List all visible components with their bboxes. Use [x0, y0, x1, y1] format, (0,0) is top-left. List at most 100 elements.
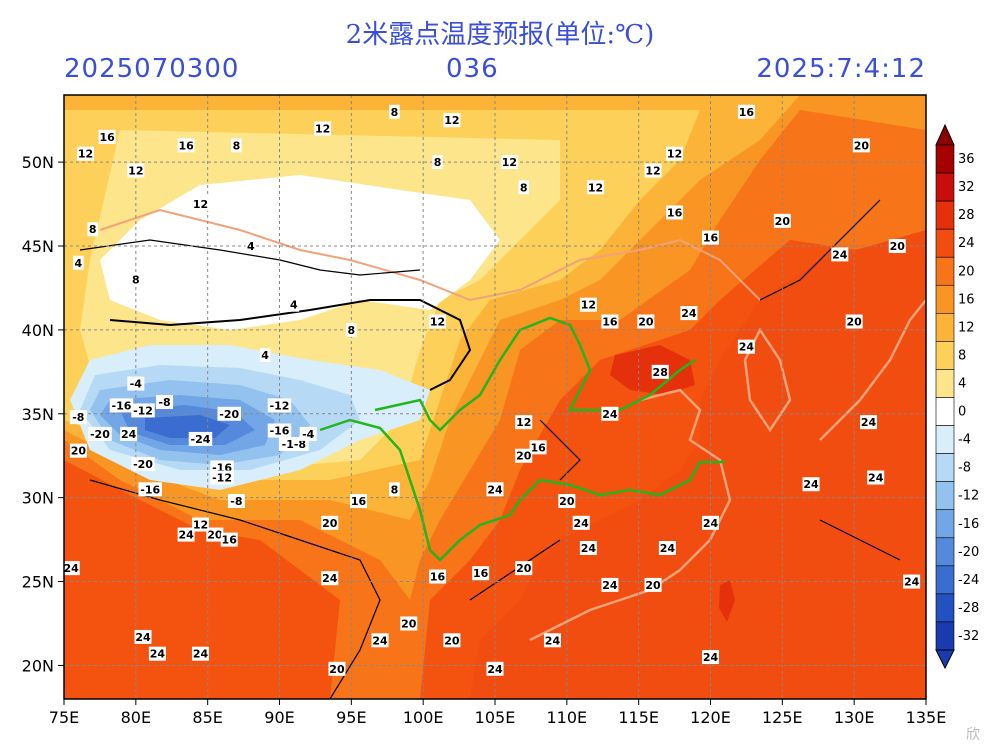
colorbar-swatch [935, 341, 955, 370]
lat-tick-label: 50N [22, 153, 54, 172]
lon-tick-label: 100E [403, 708, 444, 727]
lon-tick-label: 90E [264, 708, 294, 727]
contour-label-bg [515, 448, 533, 463]
contour-label-bg [88, 426, 112, 441]
contour-label: 24 [64, 562, 80, 575]
contour-label-bg [601, 406, 619, 421]
contour-label-bg [321, 515, 339, 530]
contour-label-bg [87, 222, 98, 237]
contour-label-bg [637, 314, 655, 329]
field-0 [100, 175, 500, 330]
colorbar-label: 4 [958, 376, 966, 391]
contour-label-bg [120, 426, 138, 441]
lon-tick-label: 75E [49, 708, 79, 727]
contour-label-bg [206, 527, 224, 542]
contour-label-bg [845, 314, 863, 329]
colorbar-swatch [935, 565, 955, 595]
contour-label: 16 [530, 441, 546, 454]
colorbar-swatch [935, 537, 955, 567]
contour-label-bg [321, 571, 339, 586]
contour-label: 12 [502, 156, 517, 169]
contour-label: 12 [444, 114, 459, 127]
contour-label-bg [429, 314, 447, 329]
contour-label: -16 [112, 399, 132, 412]
contour-label-bg [903, 574, 921, 589]
contour-label-bg [134, 629, 152, 644]
lon-tick-label: 130E [834, 708, 875, 727]
map-title: 2米露点温度预报(单位:℃) [345, 20, 655, 50]
colorbar-label: 12 [958, 320, 975, 335]
lon-tick-label: 110E [547, 708, 588, 727]
contour-label: 16 [739, 106, 755, 119]
contour-label-bg [77, 146, 95, 161]
lat-tick-label: 30N [22, 489, 54, 508]
contour-label-bg [773, 213, 791, 228]
colorbar-label: -4 [958, 433, 971, 448]
contour-label-bg [62, 561, 80, 576]
contour-label: 20 [847, 316, 863, 329]
colorbar-label: 0 [958, 405, 966, 420]
lon-tick-label: 115E [618, 708, 659, 727]
contour-label: 20 [207, 529, 223, 542]
contour-label-bg [543, 633, 561, 648]
contour-label: 24 [703, 651, 719, 664]
contour-label-bg [69, 443, 87, 458]
contour-label: 8 [434, 156, 442, 169]
contour-label: 8 [233, 139, 241, 152]
contour-label: 12 [430, 316, 445, 329]
contour-label: -20 [133, 458, 153, 471]
contour-label: 16 [351, 495, 367, 508]
contour-label: -1-8 [282, 438, 306, 451]
colorbar-swatch [935, 284, 955, 314]
contour-label: 24 [372, 634, 388, 647]
colorbar-bottom-arrow [935, 649, 955, 670]
colorbar-top-arrow [935, 123, 955, 146]
contour-label: 20 [775, 215, 791, 228]
colorbar-swatch [935, 453, 955, 482]
contour-label: 24 [487, 663, 503, 676]
contour-label-bg [601, 314, 619, 329]
contour-label: 24 [135, 631, 151, 644]
contour-label: 8 [89, 223, 97, 236]
contour-label-bg [148, 646, 166, 661]
colorbar-label: 20 [958, 264, 975, 279]
colorbar-swatch [935, 621, 955, 651]
contour-label: -16 [140, 483, 160, 496]
colorbar-label: 36 [958, 152, 975, 167]
colorbar-swatch [935, 397, 955, 426]
contour-label: 12 [667, 148, 682, 161]
contour-label: 12 [645, 165, 660, 178]
contour-label-bg [601, 577, 619, 592]
contour-label-bg [680, 306, 698, 321]
contour-label-bg [220, 532, 238, 547]
contour-label-bg [69, 410, 87, 425]
contour-label-bg [191, 646, 209, 661]
lat-tick-label: 40N [22, 321, 54, 340]
contour-label: 16 [178, 139, 194, 152]
contour-label-bg [227, 494, 245, 509]
contour-label: 4 [290, 299, 298, 312]
contour-label-bg [371, 633, 389, 648]
colorbar-swatch [935, 228, 955, 258]
contour-label-bg [429, 569, 447, 584]
river-yangtze [319, 418, 725, 562]
contour-label: 8 [348, 324, 356, 337]
contour-label-bg [644, 163, 662, 178]
contour-label: -4 [130, 378, 143, 391]
lon-tick-label: 120E [690, 708, 731, 727]
contour-label: 20 [401, 618, 417, 631]
contour-label-bg [860, 415, 878, 430]
field-28-taiwan [719, 580, 735, 622]
contour-label: 24 [150, 648, 166, 661]
contour-label: 24 [703, 517, 719, 530]
lat-tick-label: 25N [22, 573, 54, 592]
contour-label: 12 [193, 198, 208, 211]
contour-label-bg [109, 398, 134, 413]
colorbar-label: -12 [958, 489, 979, 504]
lat-tick-label: 45N [22, 237, 54, 256]
forecast-hour-label: 036 [446, 54, 499, 84]
contour-label: 20 [444, 634, 460, 647]
colorbar-label: -16 [958, 517, 979, 532]
contour-label: 12 [193, 519, 208, 532]
